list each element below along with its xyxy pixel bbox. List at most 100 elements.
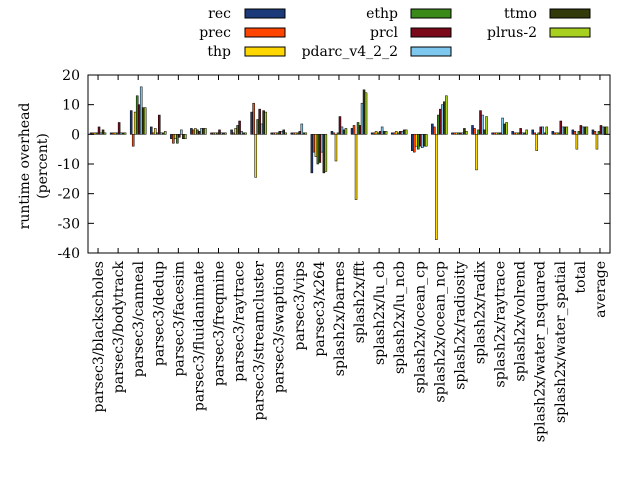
bar-ttmo-splash2x/radix: [483, 129, 486, 135]
bar-ethp-parsec3/streamcluster: [256, 119, 259, 135]
bar-rec-parsec3/bodytrack: [109, 132, 113, 135]
x-tick-label-splash2x/barnes: splash2x/barnes: [332, 261, 348, 376]
bar-pdarc_v4_2_2-parsec3/bodytrack: [119, 132, 123, 135]
bar-ethp-parsec3/freqmine: [216, 132, 219, 135]
bar-rec-splash2x/raytrace: [491, 132, 494, 135]
bar-pdarc_v4_2_2-parsec3/blackscholes: [99, 132, 103, 135]
bar-ttmo-splash2x/ocean_ncp: [443, 101, 446, 135]
bar-ttmo-parsec3/bodytrack: [121, 132, 125, 135]
x-tick-label-parsec3/freqmine: parsec3/freqmine: [212, 261, 228, 386]
bar-ethp-splash2x/barnes: [336, 132, 340, 135]
bar-plrus-2-splash2x/ocean_cp: [425, 134, 428, 147]
bar-ttmo-splash2x/lu_ncb: [402, 129, 406, 135]
x-tick-label-average: average: [593, 261, 609, 318]
y-tick-label--10: -10: [57, 157, 80, 173]
bar-rec-splash2x/ocean_ncp: [431, 123, 434, 135]
bar-ethp-splash2x/lu_cb: [376, 132, 380, 135]
bar-prcl-splash2x/lu_cb: [378, 131, 382, 135]
bar-thp-parsec3/canneal: [133, 111, 137, 135]
bar-prcl-average: [599, 125, 603, 135]
bar-thp-splash2x/radiosity: [455, 132, 458, 135]
bar-ethp-splash2x/ocean_ncp: [437, 114, 440, 135]
bar-rec-splash2x/water_nsquared: [531, 129, 534, 135]
bar-prec-splash2x/volrend: [513, 132, 516, 135]
bar-ethp-splash2x/volrend: [517, 132, 520, 135]
plot-frame: [87, 74, 611, 254]
bar-pdarc_v4_2_2-splash2x/water_nsquared: [541, 126, 544, 135]
bar-ethp-total: [577, 131, 581, 135]
bar-prcl-splash2x/raytrace: [499, 132, 502, 135]
bar-pdarc_v4_2_2-parsec3/canneal: [139, 86, 143, 135]
bar-prcl-splash2x/radiosity: [459, 132, 462, 135]
bar-plrus-2-parsec3/bodytrack: [123, 132, 127, 135]
bar-thp-average: [595, 134, 599, 150]
bar-plrus-2-total: [585, 126, 589, 135]
bar-plrus-2-parsec3/fluidanimate: [204, 128, 207, 135]
bar-pdarc_v4_2_2-parsec3/raytrace: [240, 131, 243, 135]
bar-plrus-2-parsec3/blackscholes: [103, 132, 107, 135]
x-tick-label-parsec3/raytrace: parsec3/raytrace: [232, 261, 248, 382]
bar-thp-splash2x/water_nsquared: [535, 134, 538, 151]
bar-prcl-parsec3/swaptions: [278, 131, 281, 135]
bar-prcl-splash2x/fft: [358, 125, 362, 135]
x-tick-label-total: total: [573, 260, 589, 293]
y-tick-label--40: -40: [57, 246, 80, 262]
bar-thp-parsec3/raytrace: [234, 128, 237, 135]
bar-thp-parsec3/freqmine: [214, 132, 217, 135]
bar-pdarc_v4_2_2-splash2x/radiosity: [461, 132, 464, 135]
bar-ethp-parsec3/bodytrack: [115, 132, 119, 135]
bar-plrus-2-parsec3/freqmine: [224, 132, 227, 135]
bar-pdarc_v4_2_2-splash2x/lu_cb: [380, 126, 384, 135]
bar-prec-average: [593, 131, 597, 135]
bar-plrus-2-parsec3/raytrace: [244, 132, 247, 135]
bar-rec-splash2x/lu_ncb: [390, 132, 394, 135]
x-tick-label-parsec3/blackscholes: parsec3/blackscholes: [91, 261, 107, 412]
bar-plrus-2-splash2x/volrend: [525, 129, 528, 135]
bar-prcl-parsec3/raytrace: [238, 120, 241, 135]
bar-thp-parsec3/bodytrack: [113, 132, 117, 135]
bar-ethp-parsec3/x264: [316, 134, 320, 165]
bar-prec-splash2x/fft: [352, 125, 356, 135]
legend-swatch-ethp: [410, 8, 452, 19]
bar-prec-splash2x/radiosity: [453, 132, 456, 135]
x-tick-labels: parsec3/blackscholes parsec3/bodytrack par…: [91, 260, 609, 442]
x-tick-label-parsec3/vips: parsec3/vips: [292, 261, 308, 350]
x-tick-label-parsec3/bodytrack: parsec3/bodytrack: [111, 260, 127, 393]
bar-thp-total: [575, 134, 579, 150]
bar-thp-parsec3/x264: [314, 134, 318, 157]
bar-plrus-2-parsec3/canneal: [143, 107, 147, 135]
bar-rec-total: [571, 129, 575, 135]
legend-label-prcl: prcl: [370, 25, 398, 41]
x-tick-label-parsec3/swaptions: parsec3/swaptions: [272, 261, 288, 393]
y-tick-label-10: 10: [62, 98, 80, 114]
bar-rec-parsec3/streamcluster: [250, 111, 253, 135]
legend-label-pdarc_v4_2_2: pdarc_v4_2_2: [302, 44, 398, 60]
bar-plrus-2-average: [605, 126, 609, 135]
bar-rec-parsec3/canneal: [129, 110, 133, 135]
bar-prcl-parsec3/blackscholes: [97, 126, 101, 135]
bar-pdarc_v4_2_2-splash2x/volrend: [521, 132, 524, 135]
bar-ttmo-splash2x/ocean_cp: [423, 134, 426, 147]
bar-rec-parsec3/vips: [290, 132, 294, 135]
bar-prcl-splash2x/water_nsquared: [539, 126, 542, 135]
bar-pdarc_v4_2_2-splash2x/water_spatial: [561, 126, 565, 135]
bar-prec-parsec3/vips: [292, 132, 296, 135]
bar-prcl-splash2x/volrend: [519, 128, 522, 135]
bar-ttmo-parsec3/x264: [322, 134, 326, 174]
x-tick-label-parsec3/dedup: parsec3/dedup: [151, 261, 167, 366]
y-tick-label-0: 0: [71, 127, 80, 143]
legend-label-ttmo: ttmo: [504, 6, 537, 22]
bar-rec-splash2x/ocean_cp: [411, 134, 414, 151]
bar-thp-parsec3/vips: [294, 132, 298, 135]
bar-plrus-2-splash2x/water_nsquared: [545, 126, 548, 135]
bar-pdarc_v4_2_2-average: [601, 126, 605, 135]
bar-prec-splash2x/ocean_cp: [413, 134, 416, 153]
legend-label-prec: prec: [199, 25, 231, 41]
x-tick-label-parsec3/canneal: parsec3/canneal: [131, 260, 147, 377]
bar-ttmo-parsec3/streamcluster: [262, 110, 265, 135]
bar-prcl-parsec3/x264: [318, 134, 322, 163]
y-tick-label-20: 20: [62, 68, 80, 84]
bar-plrus-2-splash2x/fft: [364, 92, 368, 135]
bar-pdarc_v4_2_2-parsec3/vips: [300, 123, 304, 135]
